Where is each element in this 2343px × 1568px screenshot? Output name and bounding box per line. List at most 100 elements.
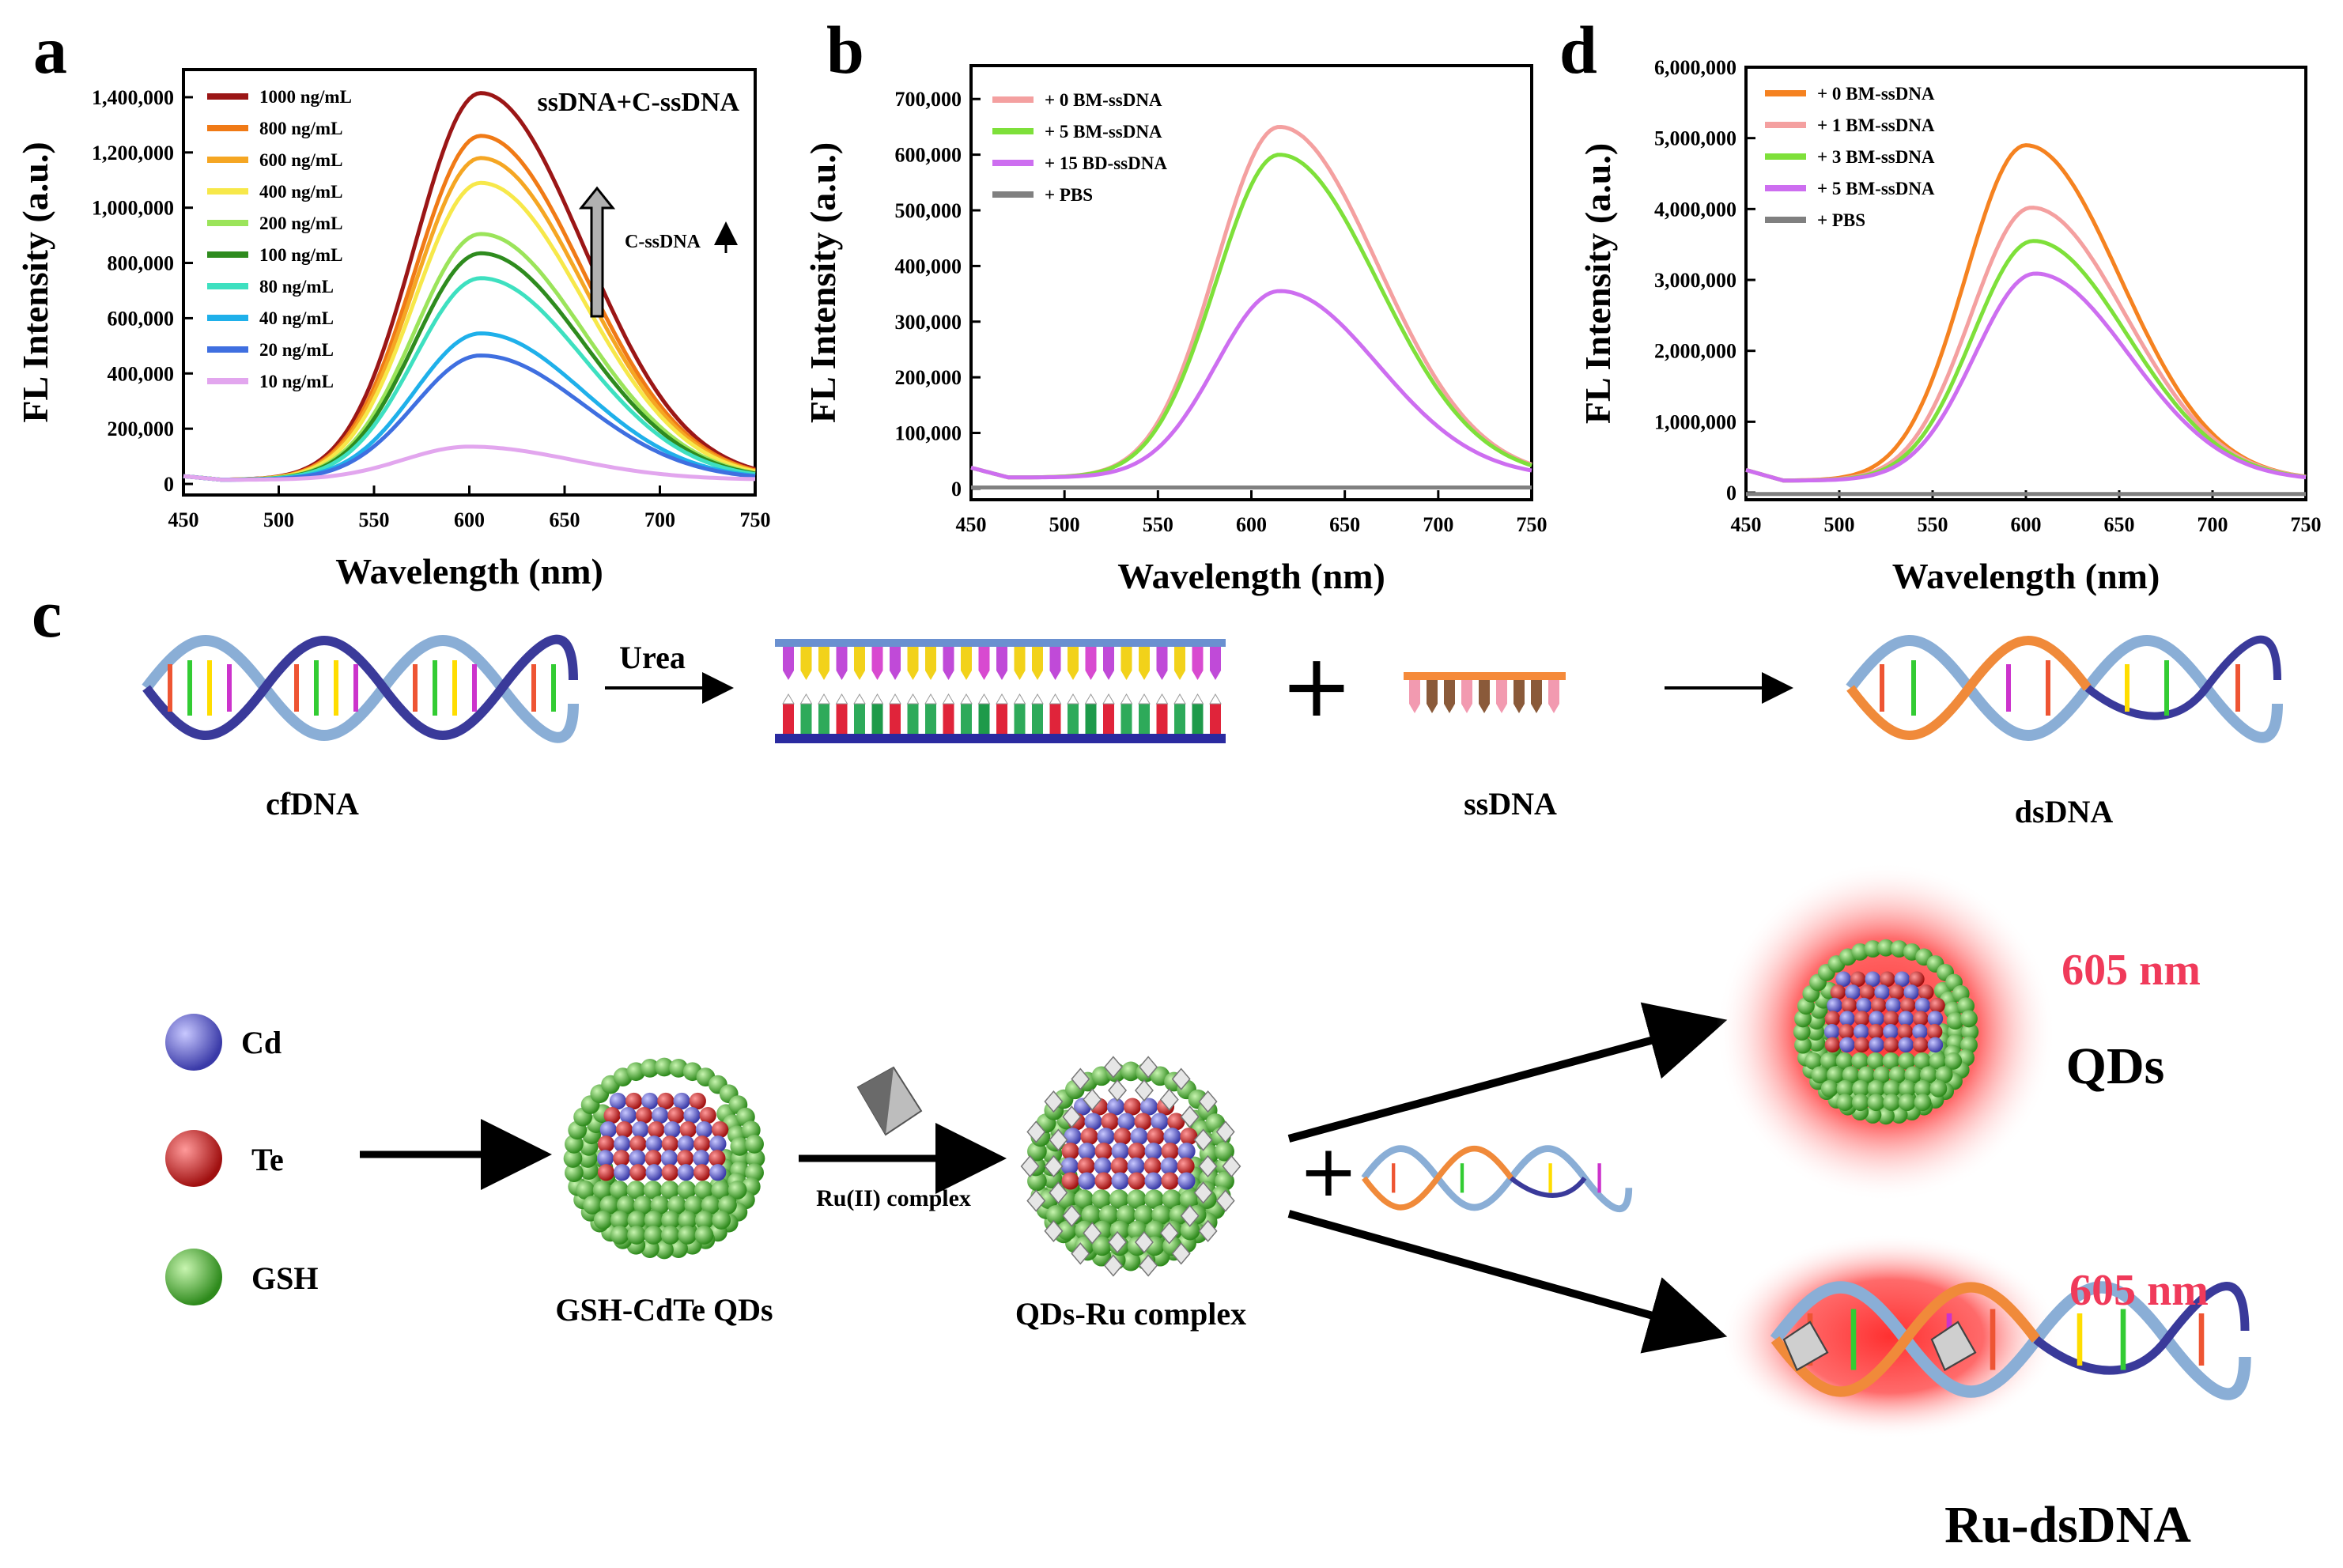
base-pair-tooth (890, 647, 901, 671)
x-tick-label: 500 (1049, 513, 1080, 536)
gsh-sphere (684, 1196, 704, 1215)
y-axis-label: FL Intensity (a.u.) (1578, 143, 1618, 424)
base-pair-tooth (1192, 647, 1204, 671)
y-tick-label: 0 (164, 473, 174, 496)
core-atom (1060, 1157, 1079, 1175)
gsh-sphere (1929, 1052, 1947, 1070)
core-atom (1128, 1142, 1146, 1161)
gsh-sphere (644, 1226, 663, 1245)
gsh-sphere (1804, 1052, 1823, 1070)
base-pair-notch (1084, 693, 1098, 705)
base-pair-notch (1191, 693, 1204, 705)
core-atom (657, 1092, 675, 1110)
core-atom (1888, 984, 1905, 1000)
gsh-sphere (1127, 1189, 1147, 1209)
core-atom (1835, 971, 1851, 988)
gsh-sphere (1877, 939, 1895, 957)
core-atom (1868, 1024, 1884, 1040)
core-atom (689, 1092, 706, 1110)
gsh-sphere (1851, 1052, 1869, 1070)
dsdna-label: dsDNA (2015, 794, 2114, 829)
base-pair-tip (800, 671, 812, 680)
base-pair-notch (1209, 693, 1222, 705)
base-pair-notch (871, 693, 884, 705)
core-atom (1151, 1113, 1169, 1131)
series-line-d-1 (1745, 206, 2307, 483)
core-atom (1856, 997, 1872, 1014)
core-atom (1078, 1172, 1096, 1190)
base-pair-tooth (1531, 680, 1542, 704)
core-atom (613, 1150, 630, 1167)
legend-label: 800 ng/mL (259, 119, 342, 138)
x-tick-label: 500 (1824, 513, 1855, 536)
series-line-b-0 (970, 124, 1532, 480)
cfdna-helix (142, 634, 579, 743)
base-pair-tooth (1210, 647, 1221, 671)
base-pair-tooth (907, 704, 919, 734)
core-atom (1111, 1142, 1129, 1161)
legend-label: + 1 BM-ssDNA (1817, 115, 1935, 135)
core-atom (1180, 1128, 1198, 1146)
base-pair-tooth (1174, 647, 1185, 671)
gsh-sphere (1883, 1079, 1901, 1098)
y-tick-label: 1,000,000 (92, 197, 174, 220)
base-pair-tooth (871, 647, 883, 671)
core-atom (677, 1164, 695, 1181)
gsh-sphere (655, 1057, 674, 1077)
core-atom (1128, 1172, 1146, 1190)
x-tick-label: 750 (2291, 513, 2322, 536)
gsh-sphere (1890, 1106, 1908, 1124)
ru-octahedron (1215, 1120, 1235, 1143)
gsh-sphere (1867, 1094, 1885, 1112)
base-pair-tooth (907, 647, 919, 671)
y-tick-label: 800,000 (108, 252, 175, 275)
gsh-sphere (576, 1181, 595, 1200)
x-tick-label: 700 (644, 508, 675, 531)
core-atom (1130, 1128, 1148, 1146)
dsdna-small-helix (1361, 1145, 1633, 1212)
base-pair-tooth (1049, 704, 1061, 734)
dsdna-helix (1846, 635, 2283, 743)
gsh-sphere (1811, 1066, 1829, 1084)
gsh-sphere (678, 1226, 697, 1245)
separated-strands (775, 639, 1226, 743)
legend-label: + 15 BD-ssDNA (1045, 153, 1167, 173)
core-atom (1839, 1011, 1855, 1026)
ru-octahedron (1193, 1181, 1213, 1204)
base-pair-notch (1031, 693, 1044, 705)
base-pair-tooth (800, 647, 812, 671)
base-pair-tooth (1156, 704, 1168, 734)
gsh-sphere (1913, 1052, 1931, 1070)
y-tick-label: 0 (951, 478, 962, 501)
x-tick-label: 750 (740, 508, 771, 531)
base-pair-notch (782, 693, 795, 705)
gsh-sphere (677, 1181, 697, 1200)
core-atom (1926, 1024, 1943, 1040)
gsh-sphere (627, 1226, 646, 1245)
core-atom (1839, 1037, 1855, 1053)
legend-label: 10 ng/mL (259, 372, 334, 391)
base-pair-tooth (1139, 647, 1150, 671)
core-atom (1167, 1113, 1185, 1131)
gsh-sphere (694, 1181, 713, 1200)
core-atom (1161, 1172, 1179, 1190)
te-label: Te (251, 1142, 284, 1177)
ru-octahedron (1108, 1079, 1128, 1102)
core-atom (1865, 971, 1880, 988)
gsh-sphere (1134, 1205, 1154, 1225)
gsh-sphere (1961, 1023, 1979, 1041)
ru-octahedron (1139, 1254, 1158, 1277)
base-pair-tooth (1068, 647, 1079, 671)
base-pair-tip (1444, 704, 1455, 713)
base-pair-notch (1173, 693, 1186, 705)
y-tick-label: 600,000 (895, 144, 962, 167)
legend-label: 200 ng/mL (259, 213, 342, 233)
gsh-sphere (1914, 1079, 1932, 1098)
ru-octahedron (1049, 1181, 1068, 1204)
gsh-sphere (1109, 1189, 1129, 1209)
base-pair-tooth (783, 647, 794, 671)
base-pair-tip (925, 671, 936, 680)
ru-dsdna-glow (1720, 1234, 2060, 1439)
gsh-sphere (1857, 1066, 1876, 1084)
ru-dsdna-label: Ru-dsDNA (1944, 1496, 2191, 1554)
